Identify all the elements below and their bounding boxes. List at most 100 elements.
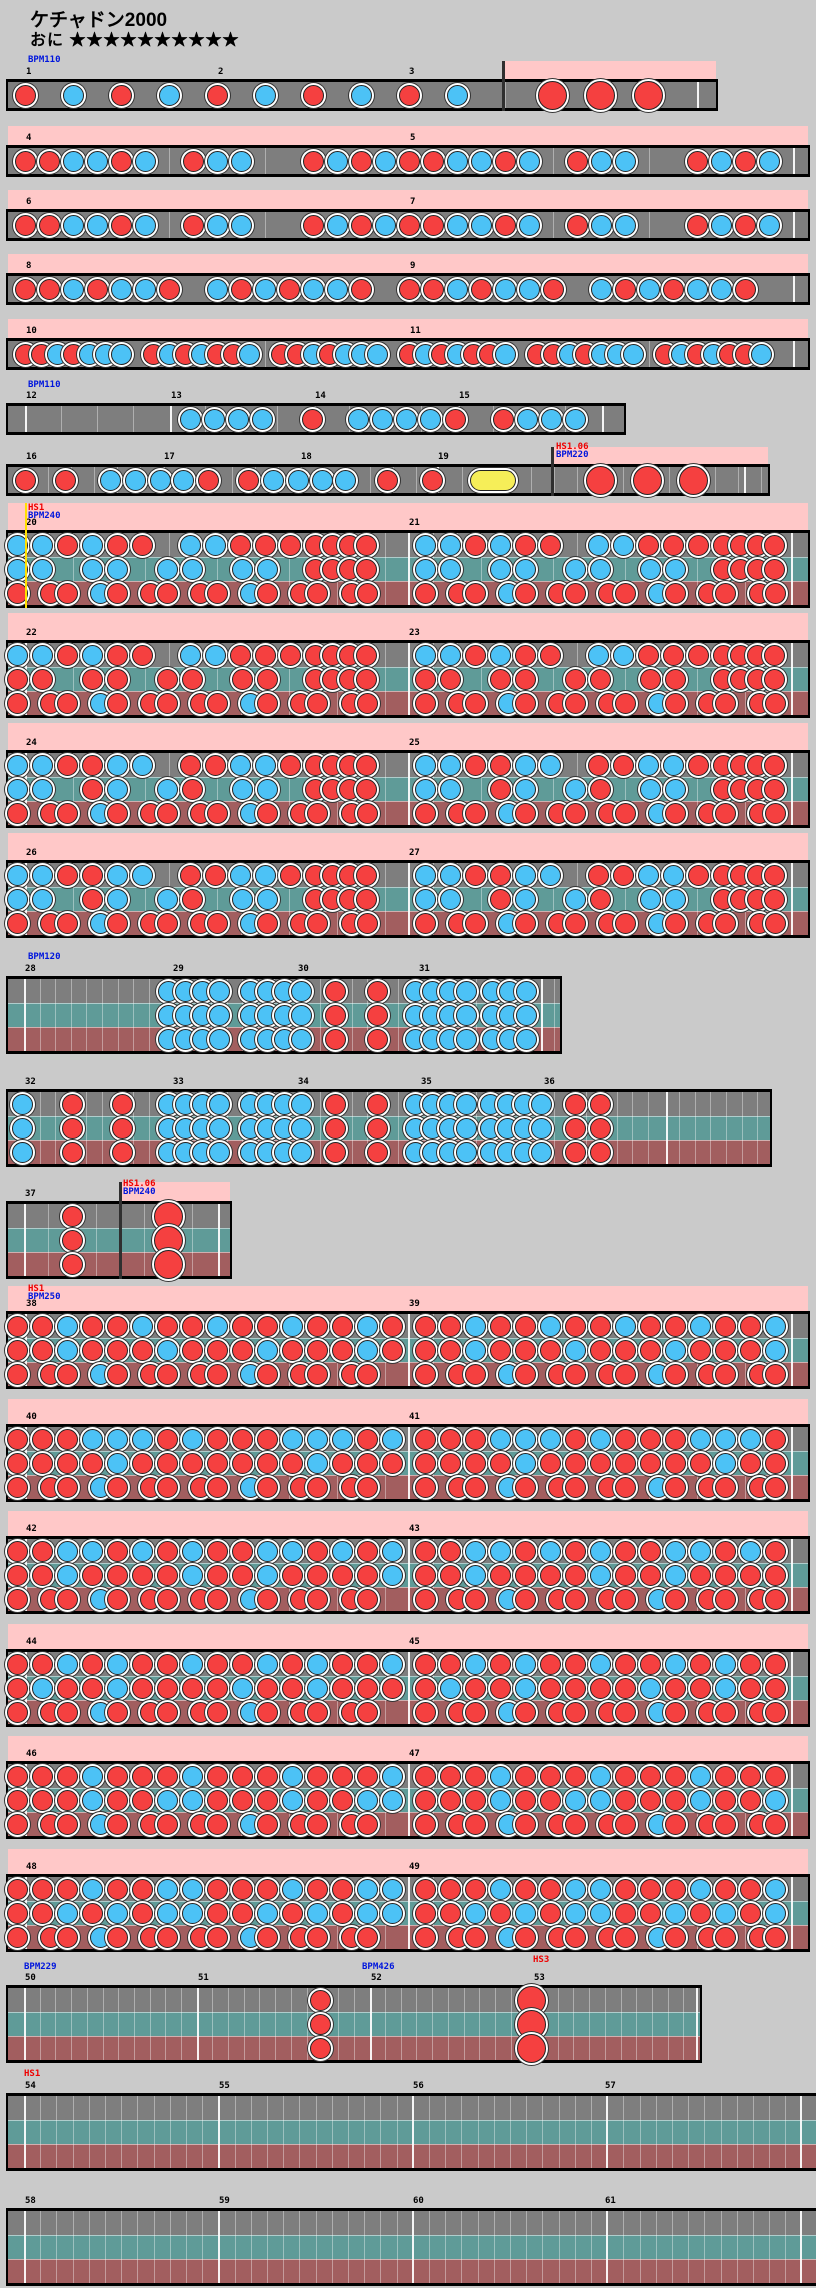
track-bottom-border	[6, 1949, 810, 1952]
note-ka	[106, 1677, 128, 1699]
note-don	[739, 1878, 761, 1900]
beat-line	[149, 979, 150, 1051]
note-ka	[131, 1315, 153, 1337]
note-don	[763, 888, 785, 910]
note-ka	[710, 150, 732, 172]
beat-line	[479, 1988, 480, 2060]
note-ka	[31, 534, 53, 556]
beat-line	[352, 979, 353, 1051]
note-ka	[714, 1677, 736, 1699]
note-ka	[374, 214, 396, 236]
note-ka	[366, 343, 388, 365]
beat-line	[416, 467, 417, 493]
beat-line	[267, 2096, 268, 2168]
measure-number: 29	[173, 964, 184, 974]
note-don	[764, 1540, 786, 1562]
beat-line	[385, 863, 386, 935]
gogo-region	[8, 254, 808, 273]
beat-line	[575, 2096, 576, 2168]
bpm-label: BPM426	[362, 1962, 395, 1972]
note-don	[355, 668, 377, 690]
beat-line	[265, 148, 266, 174]
measure-number: 49	[409, 1862, 420, 1872]
beat-line	[721, 2096, 722, 2168]
note-don	[665, 692, 686, 714]
note-ka	[514, 558, 536, 580]
gogo-region	[8, 723, 808, 750]
note-don	[614, 582, 636, 604]
note-don	[156, 912, 178, 934]
note-don	[256, 668, 278, 690]
note-ka	[764, 1339, 786, 1361]
note-don	[206, 1564, 228, 1586]
note-don	[206, 1363, 228, 1385]
note-don	[414, 1878, 436, 1900]
measure-number: 61	[605, 2196, 616, 2206]
note-don	[464, 1452, 486, 1474]
note-don	[181, 888, 203, 910]
note-don	[6, 1902, 28, 1924]
measure-number: 39	[409, 1299, 420, 1309]
track-left-border	[6, 1201, 8, 1279]
note-don	[257, 912, 278, 934]
note-don	[156, 1926, 178, 1948]
note-don	[156, 1677, 178, 1699]
note-ka	[31, 1677, 53, 1699]
note-ka	[439, 778, 461, 800]
note-ka	[662, 864, 684, 886]
note-ka	[206, 1315, 228, 1337]
beat-line	[559, 2096, 560, 2168]
note-ka	[287, 469, 309, 491]
note-don	[637, 644, 659, 666]
beat-line	[40, 2211, 41, 2283]
note-ka	[371, 408, 393, 430]
note-don	[331, 1339, 353, 1361]
note-ka	[439, 888, 461, 910]
note-ka	[326, 150, 348, 172]
note-ka	[381, 1878, 403, 1900]
beat-line	[154, 2211, 155, 2283]
note-don	[229, 534, 251, 556]
beat-line	[121, 2211, 122, 2283]
beat-line	[385, 533, 386, 605]
measure-number: 32	[25, 1077, 36, 1087]
note-ka	[311, 469, 333, 491]
note-don	[56, 692, 78, 714]
note-don	[765, 802, 787, 824]
note-don	[61, 1117, 83, 1139]
track-right-border	[808, 338, 810, 370]
note-ka	[172, 469, 194, 491]
note-ka	[539, 754, 561, 776]
note-don	[689, 1564, 711, 1586]
note-don	[494, 214, 516, 236]
note-don	[106, 1813, 128, 1835]
beat-line	[753, 2096, 754, 2168]
note-don	[614, 1588, 636, 1610]
note-ka	[31, 644, 53, 666]
note-don	[111, 1141, 133, 1163]
note-ka	[281, 1428, 303, 1450]
note-big-don	[678, 465, 708, 495]
note-don	[614, 1677, 636, 1699]
beat-line	[478, 2096, 479, 2168]
beat-line	[348, 2211, 349, 2283]
note-don	[6, 1452, 28, 1474]
note-don	[281, 1677, 303, 1699]
note-ka	[254, 278, 276, 300]
note-ka	[56, 1339, 78, 1361]
note-don	[331, 1315, 353, 1337]
beat-line	[299, 2096, 300, 2168]
note-don	[106, 644, 128, 666]
track-top-border	[6, 1536, 810, 1539]
note-don	[156, 1540, 178, 1562]
note-don	[689, 1452, 711, 1474]
note-don	[765, 582, 787, 604]
beat-line	[494, 2211, 495, 2283]
beat-line	[669, 467, 670, 493]
note-don	[665, 1701, 686, 1723]
note-don	[131, 1878, 153, 1900]
note-don	[614, 1926, 636, 1948]
track-bottom-border	[6, 1386, 810, 1389]
beat-line	[87, 1988, 88, 2060]
note-don	[398, 214, 420, 236]
